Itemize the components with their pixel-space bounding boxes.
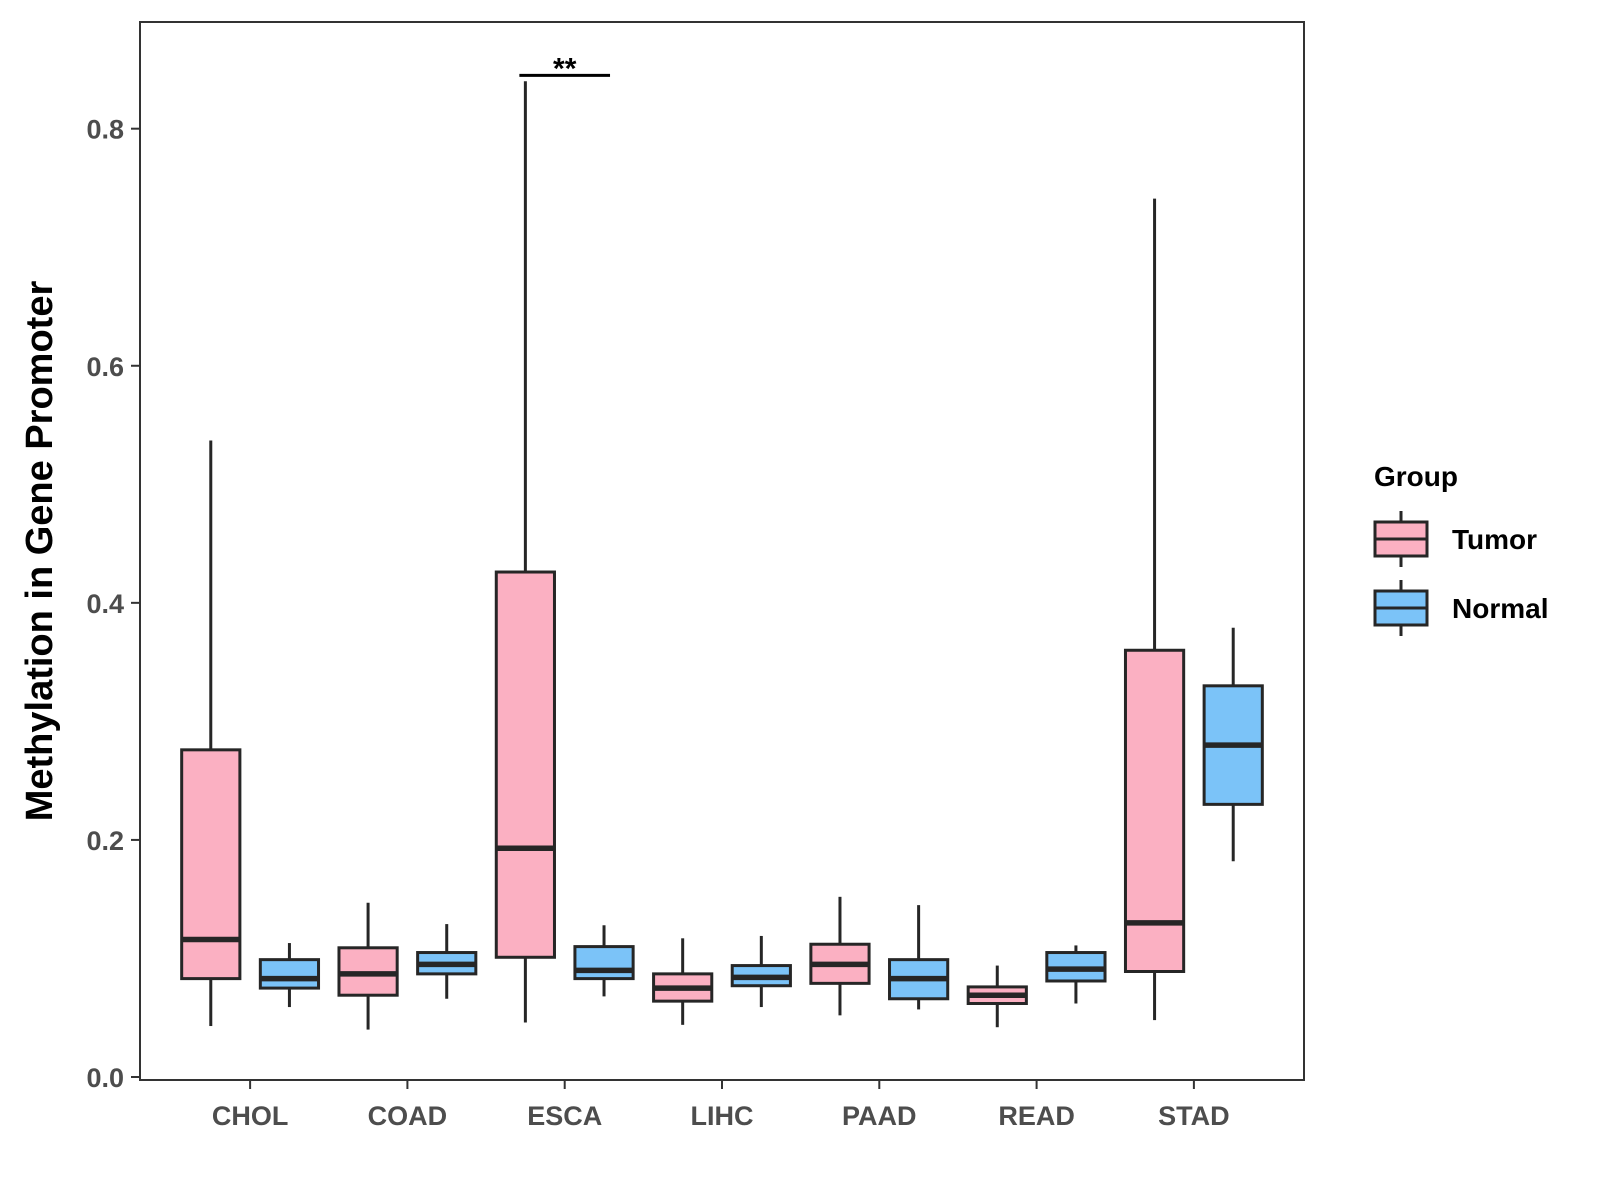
- y-tick-label: 0.4: [86, 589, 124, 619]
- legend-entry-tumor: Tumor: [1373, 511, 1537, 567]
- box-tumor-coad: [337, 902, 399, 1030]
- significance-label: **: [553, 52, 577, 85]
- x-tick-label: COAD: [368, 1101, 448, 1131]
- box-normal-stad: [1202, 627, 1264, 862]
- annotation-layer: **: [519, 52, 611, 85]
- y-axis: 0.0 0.2 0.4 0.6 0.8: [86, 115, 140, 1093]
- box-iqr: [573, 945, 635, 981]
- legend-label: Normal: [1452, 593, 1548, 624]
- box-normal-esca: [573, 925, 635, 997]
- box-layer: [180, 81, 1264, 1030]
- legend-label: Tumor: [1452, 524, 1537, 555]
- box-normal-chol: [258, 943, 321, 1008]
- y-tick-label: 0.2: [86, 826, 124, 856]
- x-tick-label: STAD: [1158, 1101, 1230, 1131]
- box-tumor-paad: [809, 896, 871, 1016]
- box-iqr: [258, 958, 321, 990]
- legend: Tumor Normal: [1373, 511, 1548, 636]
- legend-title: Group: [1374, 461, 1458, 492]
- y-tick-label: 0.8: [86, 115, 124, 145]
- box-tumor-chol: [180, 440, 242, 1027]
- box-iqr: [180, 748, 242, 981]
- box-normal-lihc: [730, 935, 792, 1008]
- box-tumor-read: [966, 965, 1028, 1028]
- box-normal-coad: [416, 924, 478, 999]
- y-tick-label: 0.0: [86, 1063, 124, 1093]
- legend-entry-normal: Normal: [1373, 580, 1548, 636]
- y-axis-title: Methylation in Gene Promoter: [19, 281, 61, 822]
- plot-background: [140, 22, 1304, 1080]
- x-tick-label: READ: [998, 1101, 1075, 1131]
- box-tumor-esca: [494, 81, 556, 1023]
- box-iqr: [1123, 648, 1186, 973]
- x-tick-label: PAAD: [842, 1101, 917, 1131]
- box-tumor-stad: [1123, 198, 1186, 1021]
- x-tick-label: CHOL: [212, 1101, 289, 1131]
- box-tumor-lihc: [652, 938, 714, 1025]
- x-axis: CHOL COAD ESCA LIHC PAAD READ STAD: [212, 1080, 1230, 1131]
- x-tick-label: ESCA: [527, 1101, 602, 1131]
- box-normal-read: [1045, 945, 1107, 1004]
- y-tick-label: 0.6: [86, 352, 124, 382]
- box-normal-paad: [888, 905, 950, 1010]
- x-tick-label: LIHC: [691, 1101, 754, 1131]
- box-iqr: [494, 570, 556, 959]
